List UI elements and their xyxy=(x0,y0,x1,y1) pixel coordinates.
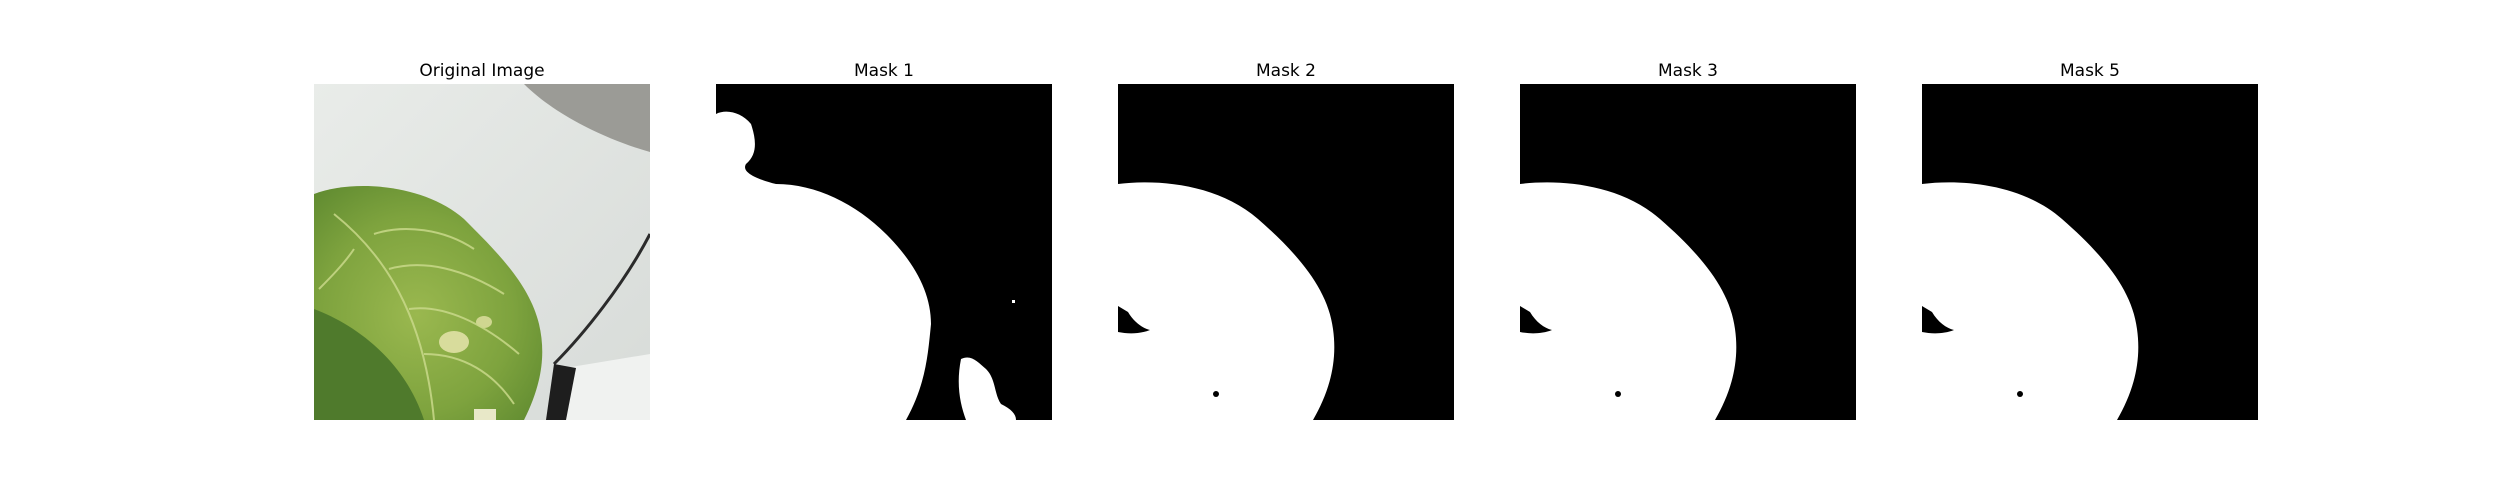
original-image xyxy=(314,84,650,420)
mask-3-panel: Mask 3 xyxy=(1520,58,1856,420)
mask-5-panel: Mask 5 xyxy=(1922,58,2258,420)
panel-title-mask-1: Mask 1 xyxy=(716,58,1052,84)
mask-2-panel: Mask 2 xyxy=(1118,58,1454,420)
mask-1-image xyxy=(716,84,1052,420)
mask-5-image xyxy=(1922,84,2258,420)
panel-title-mask-5: Mask 5 xyxy=(1922,58,2258,84)
mask-1-panel: Mask 1 xyxy=(716,58,1052,420)
mask-2-image xyxy=(1118,84,1454,420)
original-image-panel: Original Image xyxy=(314,58,650,420)
panel-title-original: Original Image xyxy=(314,58,650,84)
mask-3-image xyxy=(1520,84,1856,420)
panel-title-mask-3: Mask 3 xyxy=(1520,58,1856,84)
panel-title-mask-2: Mask 2 xyxy=(1118,58,1454,84)
